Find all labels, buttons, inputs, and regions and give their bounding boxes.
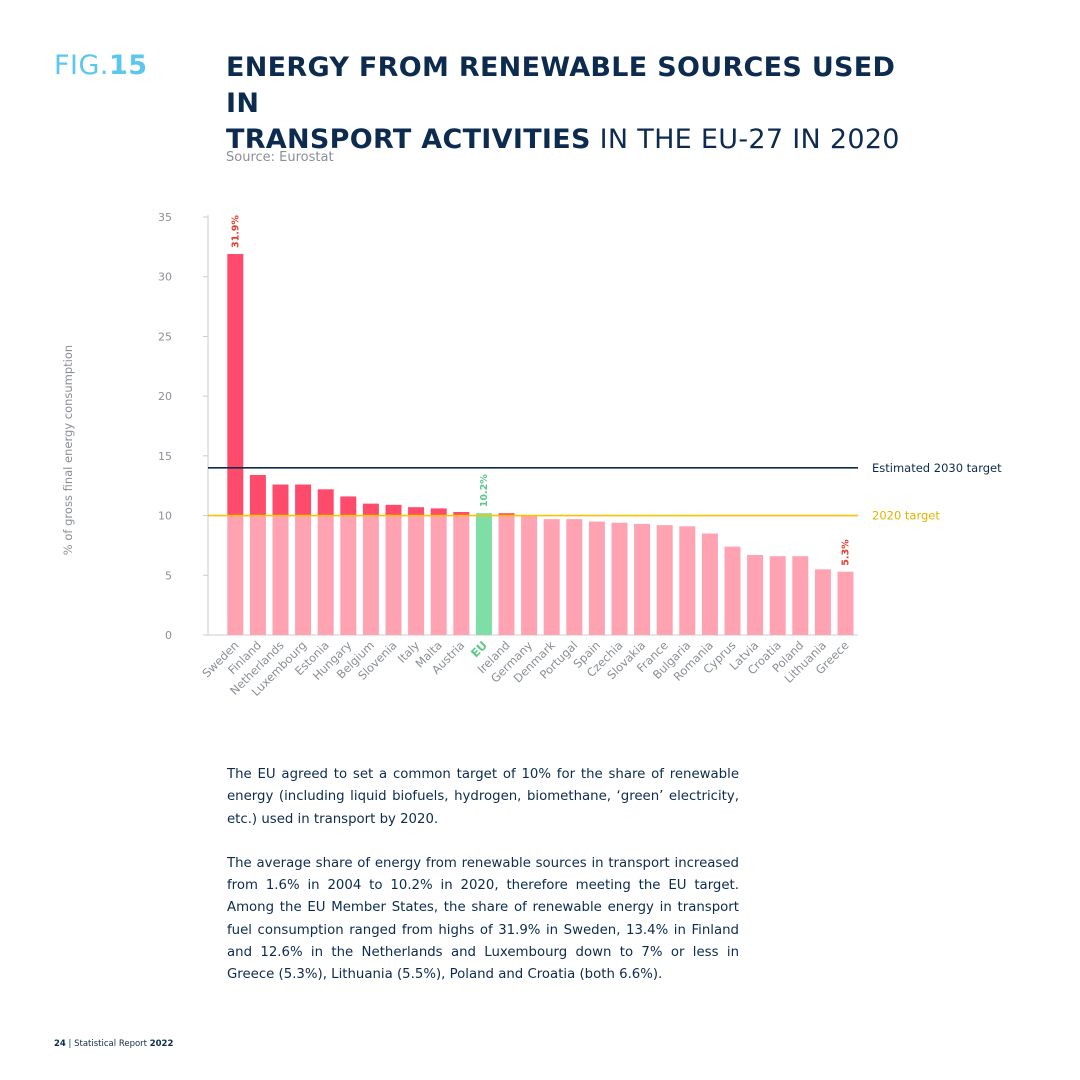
title-line1: ENERGY FROM RENEWABLE SOURCES USED IN <box>226 52 896 119</box>
bar-poland <box>792 556 809 635</box>
page-number: 24 <box>54 1039 66 1049</box>
bar-upper-italy <box>408 507 425 516</box>
bar-spain <box>588 521 605 635</box>
y-tick-label: 20 <box>158 390 172 403</box>
y-tick-label: 35 <box>158 211 172 224</box>
bar-upper-ireland <box>498 513 515 516</box>
reference-line-label: 2020 target <box>872 509 940 523</box>
bar-austria <box>453 515 470 635</box>
y-tick-label: 0 <box>165 629 172 642</box>
bar-estonia <box>317 515 334 635</box>
source-note: Source: Eurostat <box>226 150 334 165</box>
bar-portugal <box>566 519 583 635</box>
bar-denmark <box>543 519 560 635</box>
reference-line-label: Estimated 2030 target <box>872 461 1002 475</box>
y-tick-label: 5 <box>165 569 172 582</box>
bar-upper-belgium <box>362 503 379 516</box>
bar-upper-hungary <box>340 496 357 516</box>
y-axis-label: % of gross final energy consumption <box>61 345 75 555</box>
bar-upper-sweden <box>227 254 244 516</box>
bar-czechia <box>611 522 628 635</box>
bar-germany <box>521 515 538 635</box>
title-line2-light: IN THE EU-27 IN 2020 <box>590 124 900 155</box>
page-footer: 24 | Statistical Report 2022 <box>54 1039 173 1049</box>
bar-luxembourg <box>295 515 312 635</box>
bar-hungary <box>340 515 357 635</box>
bar-greece <box>837 571 854 635</box>
bar-slovakia <box>634 523 651 635</box>
bar-upper-malta <box>430 508 447 516</box>
data-label: 31.9% <box>230 215 241 248</box>
data-label: 5.3% <box>841 539 852 566</box>
page-title: ENERGY FROM RENEWABLE SOURCES USED IN TR… <box>226 50 926 158</box>
bar-bulgaria <box>679 526 696 635</box>
bar-sweden <box>227 515 244 635</box>
figure-prefix: FIG. <box>54 50 109 81</box>
footer-separator: | <box>65 1039 75 1049</box>
bar-upper-netherlands <box>272 484 289 516</box>
bar-slovenia <box>385 515 402 635</box>
y-tick-label: 15 <box>158 450 172 463</box>
y-tick-label: 10 <box>158 510 172 523</box>
data-label: 10.2% <box>479 474 490 507</box>
bar-ireland <box>498 515 515 635</box>
body-paragraph-2: The average share of energy from renewab… <box>227 855 739 983</box>
report-name: Statistical Report <box>74 1039 150 1049</box>
bar-belgium <box>362 515 379 635</box>
bar-italy <box>408 515 425 635</box>
figure-label: FIG.15 <box>54 50 148 81</box>
bar-france <box>656 525 673 635</box>
body-text: The EU agreed to set a common target of … <box>227 764 739 1009</box>
bar-upper-finland <box>249 474 266 516</box>
bar-upper-austria <box>453 511 470 516</box>
bar-netherlands <box>272 515 289 635</box>
body-paragraph-1: The EU agreed to set a common target of … <box>227 767 739 827</box>
bar-latvia <box>747 554 764 635</box>
y-tick-label: 25 <box>158 330 172 343</box>
title-line2-bold: TRANSPORT ACTIVITIES <box>226 124 591 155</box>
bar-lithuania <box>814 569 831 635</box>
bar-upper-estonia <box>317 489 334 516</box>
renewables-bar-chart: 0 5 10 15 20 25 30 35 % of gross final energy co… <box>61 211 1002 699</box>
bar-cyprus <box>724 546 741 635</box>
bar-upper-luxembourg <box>295 484 312 516</box>
bar-malta <box>430 515 447 635</box>
bar-finland <box>249 515 266 635</box>
bar-upper-slovenia <box>385 504 402 516</box>
figure-number: 15 <box>109 50 148 81</box>
bar-eu <box>475 513 492 635</box>
bar-croatia <box>769 556 786 635</box>
bar-romania <box>701 533 718 635</box>
report-year: 2022 <box>149 1039 174 1049</box>
y-tick-label: 30 <box>158 271 172 284</box>
